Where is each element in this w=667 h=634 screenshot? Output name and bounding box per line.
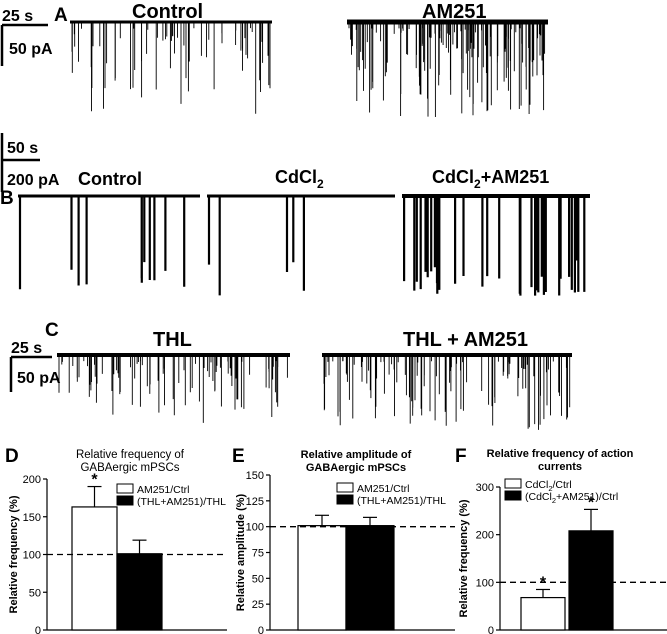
trace-a-control xyxy=(70,20,272,114)
trace-c-thl-am251 xyxy=(322,353,572,430)
panel-b: 50 s 200 pA B Control CdCl2 CdCl2+AM251 xyxy=(0,133,590,296)
trace-b-control xyxy=(18,194,200,290)
panel-d-title-line2: GABAergic mPSCs xyxy=(80,462,179,474)
panel-f-bar-1 xyxy=(520,596,566,631)
panel-a-letter: A xyxy=(54,5,68,26)
panel-f-ytick-label: 100 xyxy=(476,577,494,589)
panel-a-amp-scale: 50 pA xyxy=(9,41,53,58)
panel-f-ytick-label: 300 xyxy=(476,482,494,494)
panel-b-trace-label-cdcl2: CdCl2 xyxy=(275,167,324,191)
trace-c-thl xyxy=(57,353,290,423)
panel-e-ytick-label: 25 xyxy=(252,599,264,611)
panel-d-ytick-label: 0 xyxy=(35,625,41,634)
panel-a-trace-label-control: Control xyxy=(132,1,203,23)
panel-f-ylabel: Relative frequency (%) xyxy=(458,499,470,617)
panel-f: F Relative frequency of action currents … xyxy=(455,446,667,634)
panel-d-ytick-label: 100 xyxy=(23,550,41,562)
panel-d-significance-1: * xyxy=(91,472,98,489)
trace-a-am251 xyxy=(347,19,548,117)
panel-e-legend-swatch-2 xyxy=(336,494,354,505)
panel-f-legend-swatch-2 xyxy=(504,490,522,501)
panel-d-bar-2 xyxy=(116,553,163,631)
panel-e-legend-label-2: (THL+AM251)/THL xyxy=(357,495,446,507)
panel-d-legend-swatch-2 xyxy=(116,495,134,506)
panel-e-title-line1: Relative amplitude of xyxy=(301,449,412,461)
panel-b-time-scale: 50 s xyxy=(7,140,38,157)
panel-b-trace-label-control: Control xyxy=(78,169,142,189)
panel-d-letter: D xyxy=(5,446,19,467)
panel-f-legend-label-1: CdCl2/Ctrl xyxy=(525,479,572,493)
panel-c: 25 s C 50 pA THL THL + AM251 xyxy=(9,320,572,430)
panel-f-title-line2: currents xyxy=(538,461,582,473)
chart-d: Relative frequency (%) 0 50 100 150 200 * AM251… xyxy=(8,472,227,634)
panel-f-significance-1: * xyxy=(540,574,547,591)
panel-e-ylabel: Relative amplitude (%) xyxy=(235,493,247,611)
panel-e-ytick-label: 150 xyxy=(246,470,264,482)
panel-c-amp-scale: 50 pA xyxy=(17,370,61,387)
panel-c-letter: C xyxy=(45,320,59,341)
panel-d-legend-label-2: (THL+AM251)/THL xyxy=(137,496,226,508)
panel-e-ytick-label: 125 xyxy=(246,496,264,508)
panel-d-title-line1: Relative frequency of xyxy=(76,449,185,461)
panel-f-bar-2 xyxy=(568,530,614,631)
panel-d-legend-swatch-1 xyxy=(116,483,134,494)
panel-c-trace-label-thl: THL xyxy=(153,329,192,351)
panel-f-legend-swatch-1 xyxy=(504,478,522,489)
chart-f: Relative frequency (%) 0 100 200 300 * * CdCl2/… xyxy=(458,478,667,634)
panel-e-ytick-label: 75 xyxy=(252,548,264,560)
panel-d: D Relative frequency of GABAergic mPSCs … xyxy=(5,446,227,634)
panel-e-legend-label-1: AM251/Ctrl xyxy=(357,483,410,495)
panel-f-letter: F xyxy=(455,446,467,467)
panel-f-significance-2: * xyxy=(588,494,595,511)
panel-f-title-line1: Relative frequency of action xyxy=(487,448,634,460)
panel-d-ytick-label: 200 xyxy=(23,474,41,486)
panel-d-ytick-label: 50 xyxy=(29,587,41,599)
panel-e-letter: E xyxy=(232,446,245,467)
chart-e: Relative amplitude (%) 0 25 50 75 100 125 150 AM… xyxy=(235,470,455,634)
panel-d-bar-1 xyxy=(71,506,118,631)
panel-c-time-scale: 25 s xyxy=(11,340,42,357)
panel-e-bar-1 xyxy=(297,525,347,631)
panel-e-legend-swatch-1 xyxy=(336,482,354,493)
panel-d-ylabel: Relative frequency (%) xyxy=(8,495,20,613)
panel-f-ytick-label: 0 xyxy=(488,625,494,634)
panel-c-trace-label-thl-am251: THL + AM251 xyxy=(403,329,528,351)
panel-e-title-line2: GABAergic mPSCs xyxy=(306,462,406,474)
panel-b-letter: B xyxy=(0,188,14,209)
panel-f-legend-label-2: (CdCl2+AM251)/Ctrl xyxy=(525,491,618,505)
panel-e-ytick-label: 50 xyxy=(252,573,264,585)
panel-e-bar-2 xyxy=(345,525,395,631)
panel-a: 25 s A 50 pA Control AM251 xyxy=(0,1,548,117)
panel-f-ytick-label: 200 xyxy=(476,530,494,542)
panel-a-trace-label-am251: AM251 xyxy=(422,1,486,23)
panel-e: E Relative amplitude of GABAergic mPSCs … xyxy=(232,446,455,634)
panel-b-amp-scale: 200 pA xyxy=(7,172,60,189)
panel-e-ytick-label: 0 xyxy=(258,625,264,634)
panel-d-legend-label-1: AM251/Ctrl xyxy=(137,484,190,496)
panel-d-ytick-label: 150 xyxy=(23,512,41,524)
panel-b-trace-label-cdcl2-am251: CdCl2+AM251 xyxy=(432,167,549,191)
panel-a-time-scale: 25 s xyxy=(2,8,33,25)
trace-b-cdcl2 xyxy=(207,194,395,296)
trace-b-cdcl2-am251 xyxy=(402,194,590,296)
panel-e-ytick-label: 100 xyxy=(246,522,264,534)
